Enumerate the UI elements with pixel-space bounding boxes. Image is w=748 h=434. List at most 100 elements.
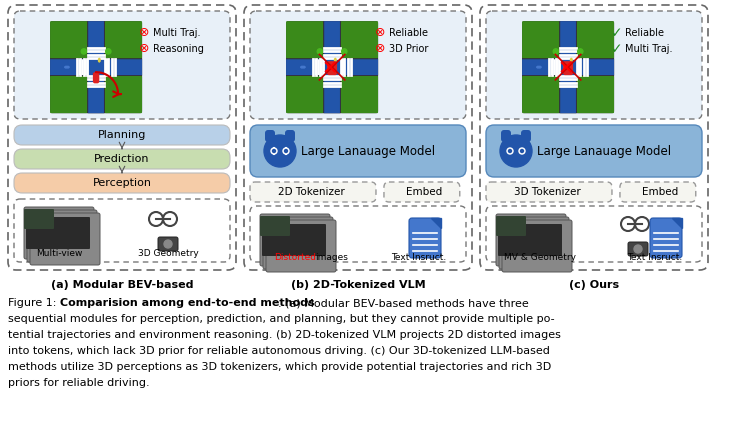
Text: . (a) Modular BEV-based methods have three: . (a) Modular BEV-based methods have thr…: [278, 298, 529, 308]
Text: Multi-view: Multi-view: [36, 250, 82, 259]
FancyBboxPatch shape: [486, 182, 612, 202]
Circle shape: [634, 245, 642, 253]
FancyBboxPatch shape: [79, 59, 81, 75]
FancyBboxPatch shape: [266, 220, 336, 272]
Circle shape: [509, 149, 512, 152]
FancyBboxPatch shape: [578, 59, 580, 75]
FancyBboxPatch shape: [536, 66, 542, 69]
Circle shape: [554, 49, 559, 54]
FancyBboxPatch shape: [496, 214, 566, 266]
Text: ⊗: ⊗: [375, 26, 386, 39]
FancyBboxPatch shape: [554, 59, 556, 75]
Text: 3D Prior: 3D Prior: [389, 44, 429, 54]
FancyBboxPatch shape: [384, 182, 460, 202]
Text: Perception: Perception: [93, 178, 152, 188]
Circle shape: [271, 148, 277, 154]
FancyBboxPatch shape: [496, 216, 526, 236]
FancyBboxPatch shape: [342, 59, 344, 75]
FancyBboxPatch shape: [486, 206, 702, 262]
FancyBboxPatch shape: [265, 130, 275, 142]
FancyBboxPatch shape: [286, 59, 378, 75]
Text: Large Lanauage Model: Large Lanauage Model: [537, 145, 671, 158]
FancyBboxPatch shape: [502, 220, 572, 272]
FancyBboxPatch shape: [50, 76, 88, 113]
FancyBboxPatch shape: [324, 21, 340, 113]
Text: ✓: ✓: [611, 26, 623, 40]
FancyBboxPatch shape: [14, 199, 230, 262]
Polygon shape: [431, 218, 441, 228]
FancyBboxPatch shape: [498, 224, 562, 256]
FancyBboxPatch shape: [499, 217, 569, 269]
Text: Multi Traj.: Multi Traj.: [625, 44, 672, 54]
FancyBboxPatch shape: [522, 59, 614, 75]
FancyBboxPatch shape: [250, 11, 466, 119]
Text: Distorted: Distorted: [274, 253, 316, 263]
Text: Embed: Embed: [642, 187, 678, 197]
Text: Multi Traj.: Multi Traj.: [153, 28, 200, 38]
FancyBboxPatch shape: [578, 59, 580, 75]
FancyBboxPatch shape: [560, 21, 577, 113]
FancyBboxPatch shape: [522, 21, 614, 113]
FancyBboxPatch shape: [300, 66, 306, 69]
Circle shape: [283, 148, 289, 154]
FancyBboxPatch shape: [551, 59, 554, 75]
FancyBboxPatch shape: [286, 21, 323, 59]
Text: ⊗: ⊗: [139, 43, 150, 56]
Text: 3D Geometry: 3D Geometry: [138, 250, 198, 259]
FancyBboxPatch shape: [556, 59, 558, 75]
FancyBboxPatch shape: [317, 59, 319, 75]
Text: (b) 2D-Tokenized VLM: (b) 2D-Tokenized VLM: [291, 280, 426, 290]
FancyBboxPatch shape: [24, 207, 94, 259]
FancyBboxPatch shape: [620, 182, 696, 202]
FancyBboxPatch shape: [50, 21, 88, 59]
FancyBboxPatch shape: [8, 5, 236, 270]
Text: Reasoning: Reasoning: [153, 44, 204, 54]
Text: ⊗: ⊗: [375, 43, 386, 56]
FancyBboxPatch shape: [558, 59, 560, 75]
FancyBboxPatch shape: [50, 59, 142, 75]
Circle shape: [342, 49, 347, 54]
FancyBboxPatch shape: [578, 59, 580, 75]
FancyBboxPatch shape: [14, 125, 230, 145]
FancyBboxPatch shape: [93, 72, 99, 83]
FancyBboxPatch shape: [320, 59, 322, 75]
Text: Reliable: Reliable: [389, 28, 429, 38]
FancyBboxPatch shape: [106, 59, 108, 75]
FancyBboxPatch shape: [64, 66, 70, 69]
FancyBboxPatch shape: [577, 21, 614, 59]
FancyBboxPatch shape: [334, 58, 337, 63]
FancyBboxPatch shape: [260, 214, 330, 266]
Text: ✕: ✕: [558, 59, 574, 79]
FancyBboxPatch shape: [522, 21, 560, 59]
FancyBboxPatch shape: [409, 218, 441, 258]
FancyBboxPatch shape: [486, 11, 702, 119]
FancyBboxPatch shape: [86, 59, 88, 75]
Text: ✕: ✕: [322, 59, 338, 79]
FancyBboxPatch shape: [570, 58, 573, 63]
Text: Embed: Embed: [405, 187, 442, 197]
FancyBboxPatch shape: [50, 21, 142, 113]
Text: 3D Tokenizer: 3D Tokenizer: [514, 187, 580, 197]
Text: Reliable: Reliable: [625, 28, 664, 38]
Text: Text Insruct.: Text Insruct.: [391, 253, 447, 263]
FancyBboxPatch shape: [14, 11, 230, 119]
FancyBboxPatch shape: [341, 76, 378, 113]
FancyBboxPatch shape: [342, 59, 344, 75]
FancyBboxPatch shape: [323, 21, 341, 113]
FancyBboxPatch shape: [522, 76, 560, 113]
Text: (c) Ours: (c) Ours: [569, 280, 619, 290]
FancyBboxPatch shape: [250, 206, 466, 262]
Circle shape: [317, 49, 322, 54]
FancyBboxPatch shape: [560, 21, 576, 113]
FancyBboxPatch shape: [88, 21, 104, 113]
FancyBboxPatch shape: [522, 59, 614, 76]
Circle shape: [284, 149, 287, 152]
Text: into tokens, which lack 3D prior for reliable autonomous driving. (c) Our 3D-tok: into tokens, which lack 3D prior for rel…: [8, 346, 550, 356]
Circle shape: [82, 49, 87, 54]
Text: Planning: Planning: [98, 130, 146, 140]
FancyBboxPatch shape: [50, 59, 142, 76]
FancyBboxPatch shape: [563, 61, 573, 75]
Circle shape: [577, 49, 583, 54]
FancyBboxPatch shape: [327, 61, 337, 75]
FancyBboxPatch shape: [250, 125, 466, 177]
